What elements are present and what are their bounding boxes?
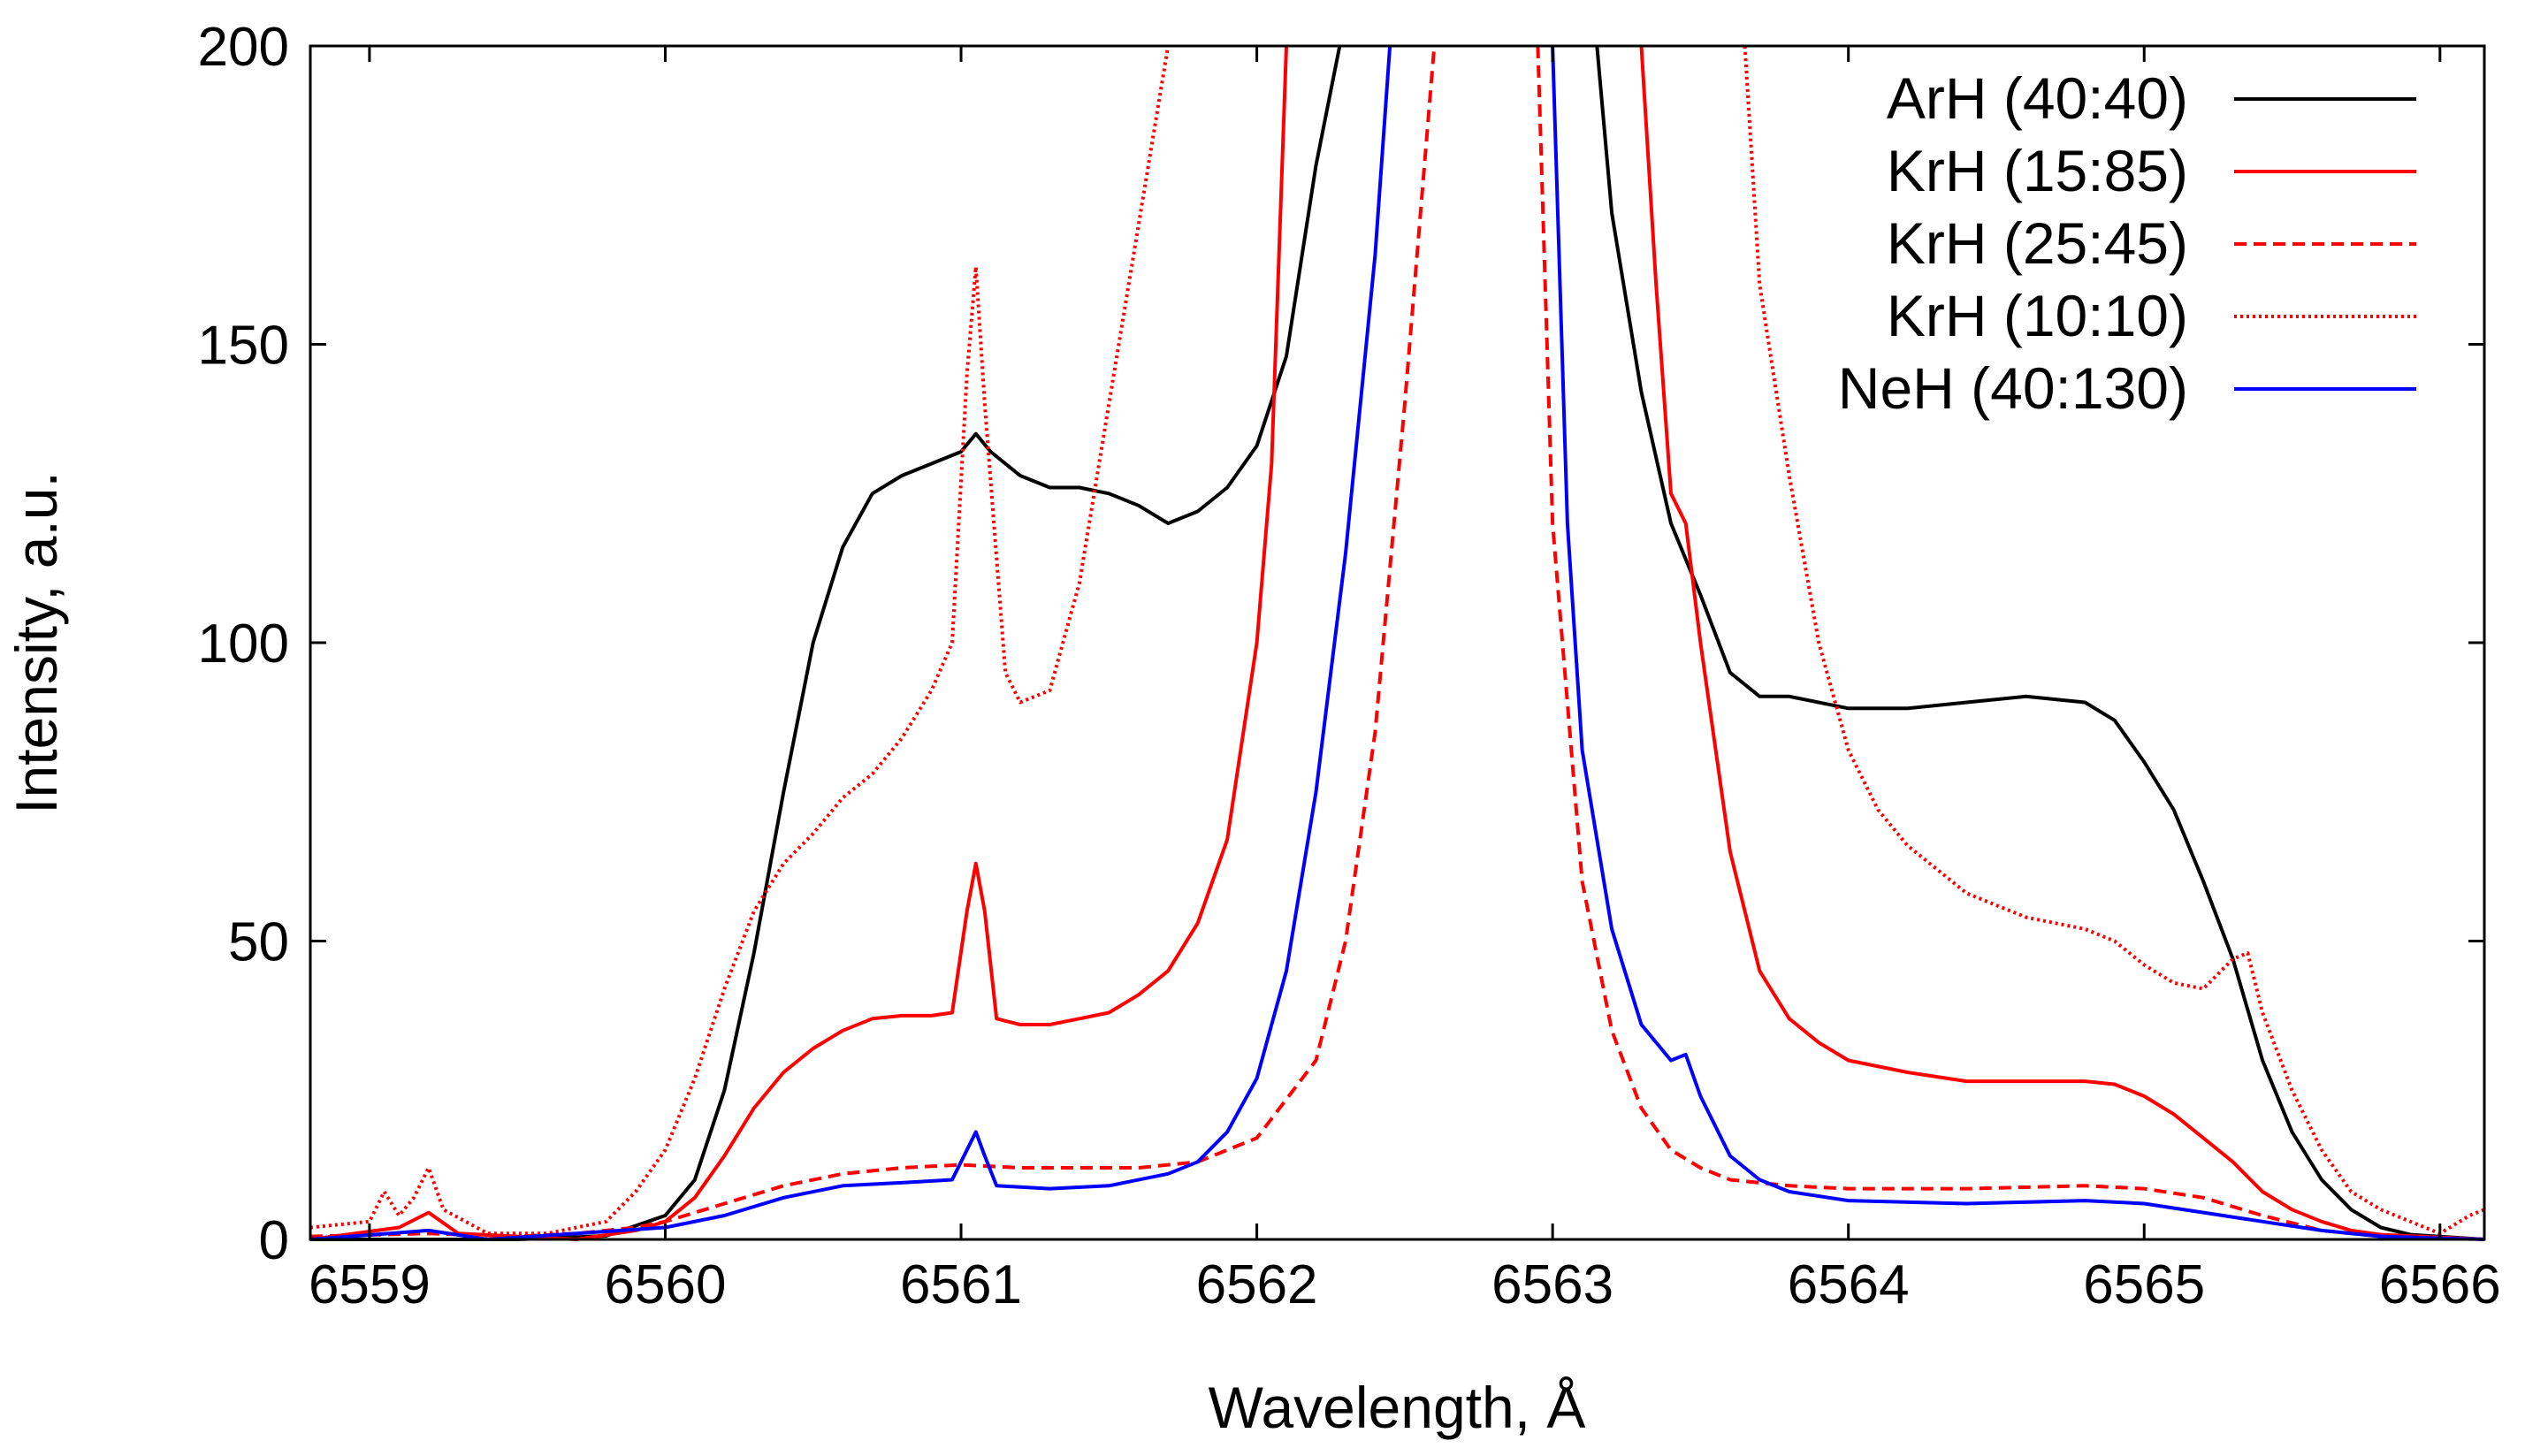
legend-label-krh-10-10-dotted: KrH (10:10) <box>1887 283 2188 348</box>
x-axis: 6559 6560 6561 6562 6563 6564 6565 6566 <box>309 46 2501 1315</box>
x-axis-label: Wavelength, Å <box>1209 1375 1586 1440</box>
x-tick-label: 6560 <box>605 1254 727 1315</box>
series-line-krh-25-45-dashed-5 <box>1536 45 2485 1241</box>
y-axis: 0 50 100 150 200 <box>198 17 2484 1271</box>
x-tick-label: 6562 <box>1196 1254 1318 1315</box>
series-line-krh-25-45-dashed-4 <box>309 45 1437 1239</box>
y-axis-label: Intensity, a.u. <box>4 471 69 814</box>
x-tick-label: 6559 <box>309 1254 431 1315</box>
series-line-krh-10-10-dotted-7 <box>1743 45 2485 1236</box>
series-line-arh-40-40-solid-0 <box>310 45 1342 1241</box>
legend: ArH (40:40) KrH (15:85) KrH (25:45) KrH (10… <box>1838 65 2416 421</box>
series-line-arh-40-40-solid-1 <box>1595 45 2485 1241</box>
series-line-krh-15-85-solid-2 <box>309 45 1288 1241</box>
legend-label-krh-25-45-dashed: KrH (25:45) <box>1887 210 2188 276</box>
x-tick-label: 6565 <box>2083 1254 2205 1315</box>
series-line-neh-40-130-solid-9 <box>1551 45 2485 1241</box>
series-line-krh-10-10-dotted-6 <box>309 45 1171 1236</box>
legend-label-neh-40-130-solid: NeH (40:130) <box>1838 355 2188 421</box>
y-tick-label: 150 <box>198 316 289 377</box>
series-line-neh-40-130-solid-8 <box>309 45 1392 1241</box>
legend-label-arh-40-40-solid: ArH (40:40) <box>1887 65 2188 131</box>
series-line-krh-15-85-solid-3 <box>1639 45 2485 1241</box>
y-tick-label: 100 <box>198 614 289 675</box>
x-tick-label: 6566 <box>2379 1254 2501 1315</box>
y-tick-label: 0 <box>259 1210 289 1271</box>
plot-lines <box>309 45 2485 1241</box>
legend-label-krh-15-85-solid: KrH (15:85) <box>1887 138 2188 203</box>
y-tick-label: 200 <box>198 17 289 78</box>
x-tick-label: 6561 <box>900 1254 1022 1315</box>
x-tick-label: 6563 <box>1491 1254 1613 1315</box>
x-tick-label: 6564 <box>1788 1254 1910 1315</box>
y-tick-label: 50 <box>228 912 289 973</box>
